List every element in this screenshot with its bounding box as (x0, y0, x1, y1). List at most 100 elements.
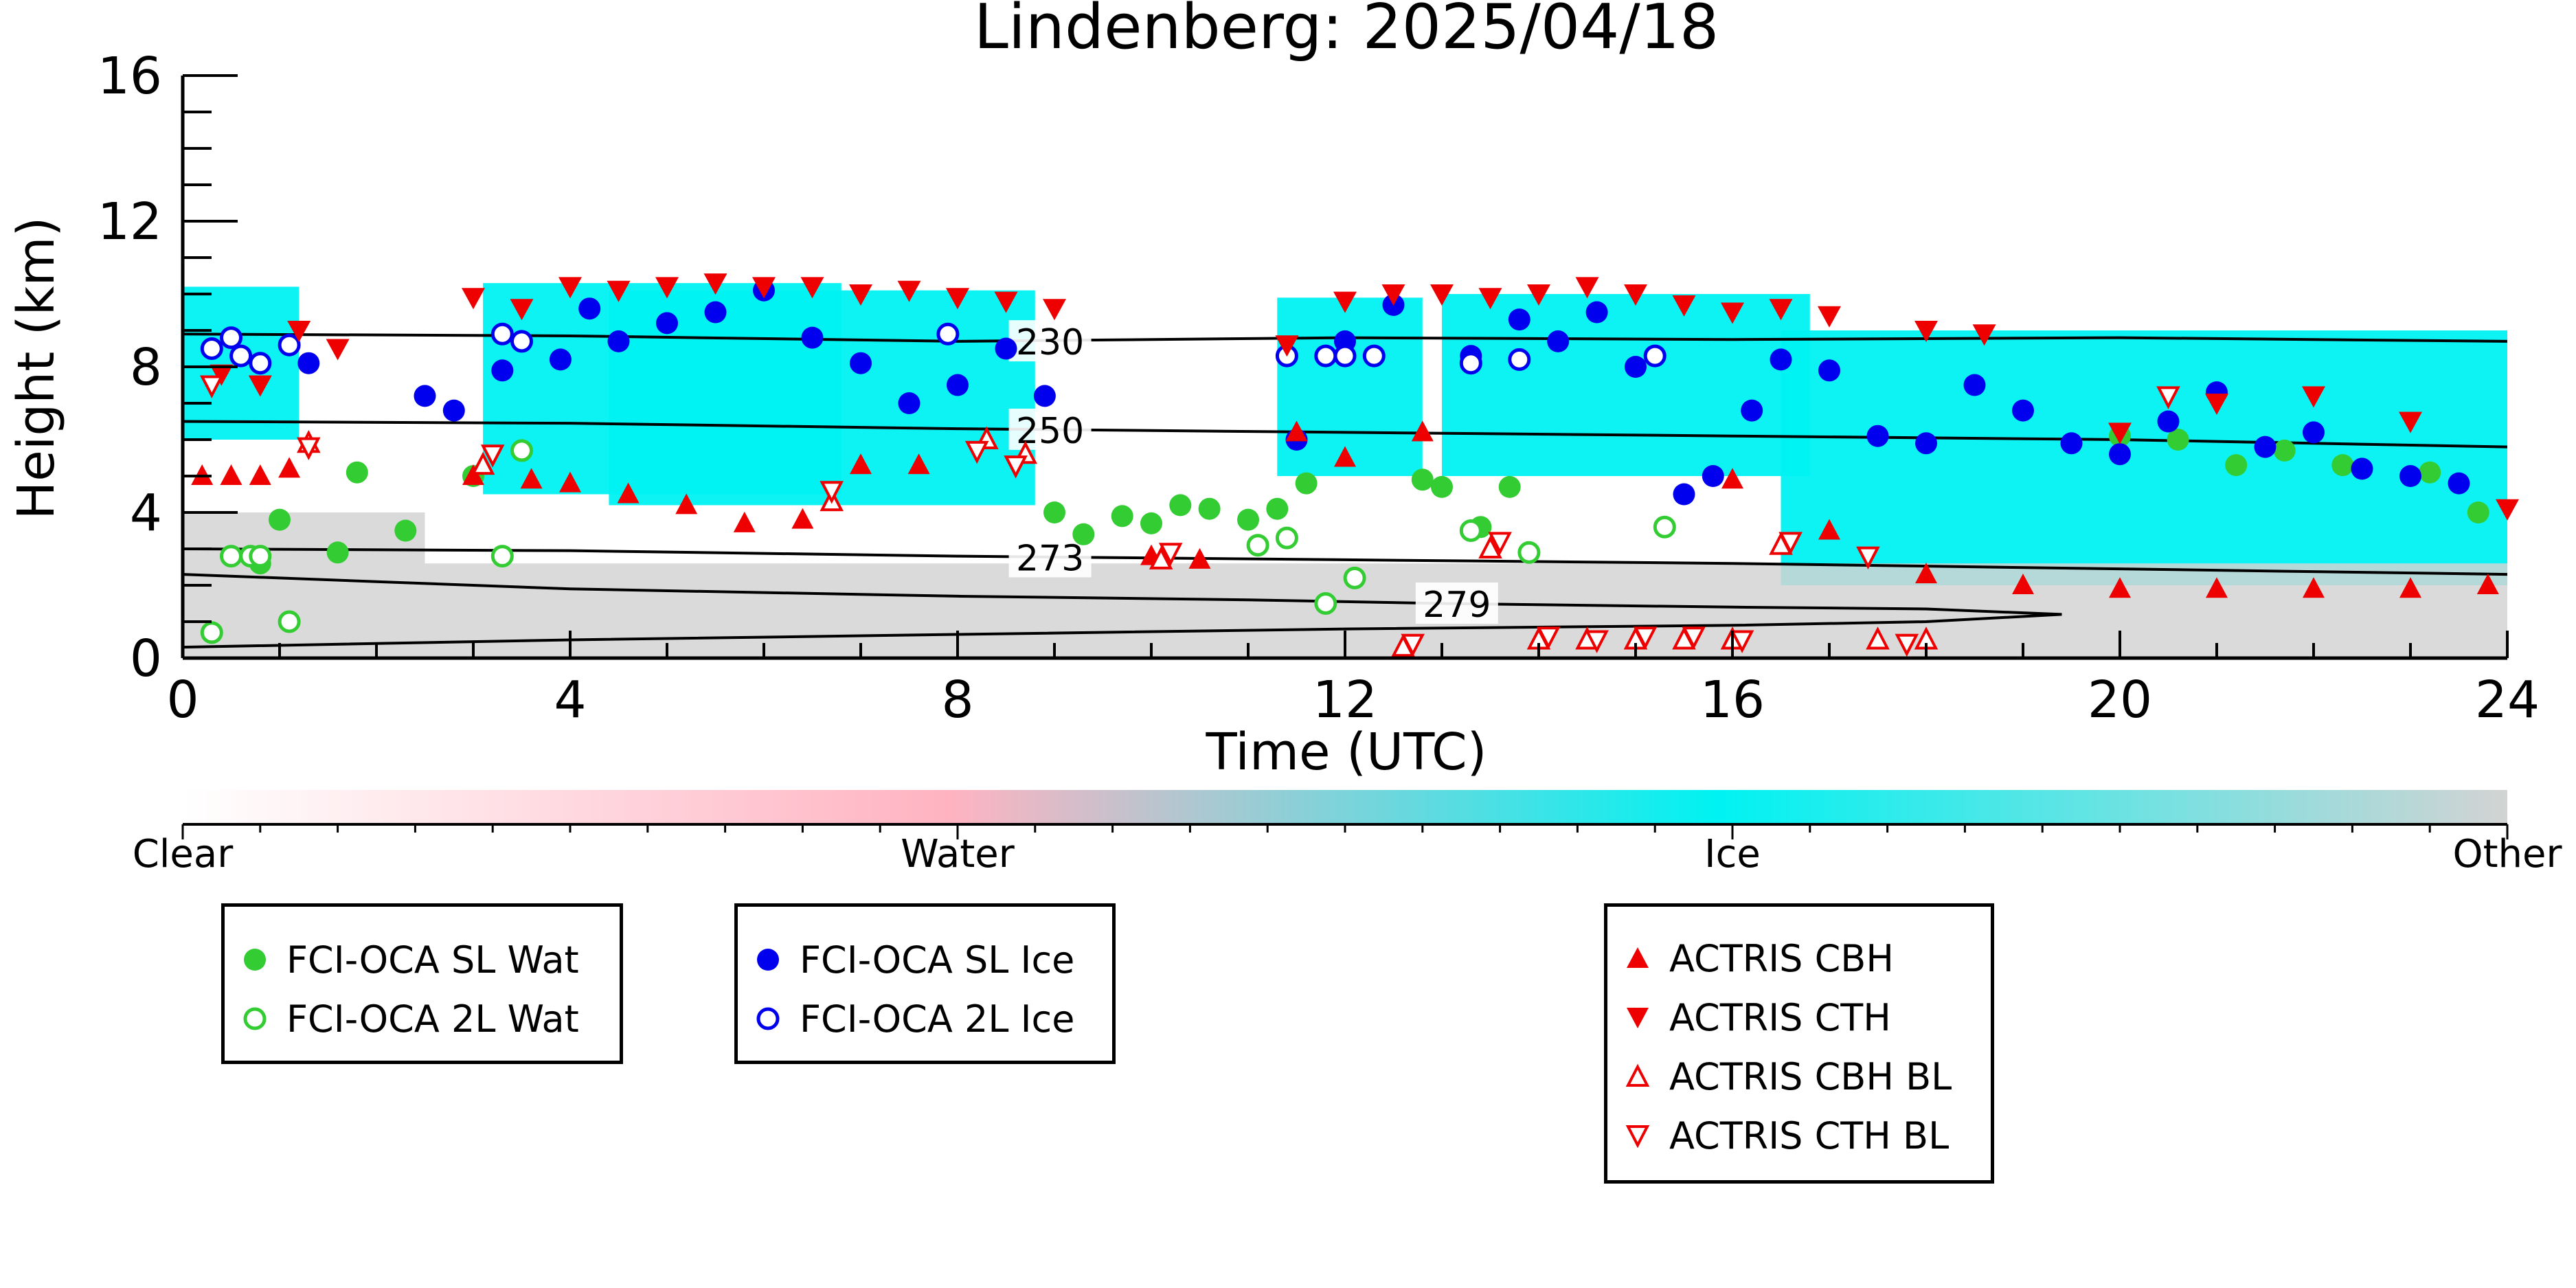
marker-actris-cth (1478, 288, 1502, 310)
marker-actris-cbh (617, 482, 640, 504)
marker-fci-oca-sl-ice (2399, 465, 2421, 487)
marker-actris-cbh (907, 453, 930, 475)
marker-actris-cbh (1411, 420, 1434, 442)
marker-fci-oca-sl-ice (1702, 465, 1724, 487)
legend-label: ACTRIS CBH BL (1669, 1054, 1952, 1098)
marker-actris-cth-bl (1158, 543, 1183, 566)
marker-actris-cbh (1285, 420, 1308, 442)
marker-fci-oca-sl-wat (326, 541, 349, 564)
marker-actris-cbh-bl (1149, 546, 1173, 569)
cloud-region-ice (609, 290, 1035, 506)
marker-actris-cth (248, 375, 272, 397)
marker-fci-oca-2l-ice (229, 344, 253, 368)
marker-actris-cbh (559, 471, 581, 493)
marker-actris-cth (1575, 277, 1599, 299)
marker-fci-oca-sl-ice (2060, 432, 2083, 455)
temperature-contour-line (183, 573, 2062, 649)
marker-actris-cth-bl (964, 440, 989, 464)
marker-fci-oca-sl-wat (2225, 454, 2248, 477)
marker-actris-cth (2302, 386, 2325, 408)
marker-actris-cth (994, 291, 1018, 313)
marker-actris-cth (655, 277, 679, 299)
legend-label: ACTRIS CTH BL (1669, 1114, 1950, 1157)
legend-actris: ACTRIS CBH ACTRIS CTH ACTRIS CBH BL ACTR… (1604, 903, 1994, 1184)
marker-fci-oca-sl-ice (1625, 356, 1647, 378)
marker-actris-cth (210, 364, 234, 386)
marker-actris-cbh (2476, 574, 2499, 594)
marker-fci-oca-2l-ice (1333, 344, 1357, 368)
marker-actris-cth (1381, 284, 1405, 306)
marker-actris-cth (1769, 299, 1793, 321)
marker-fci-oca-sl-ice (995, 337, 1017, 360)
marker-actris-cth (2108, 422, 2132, 444)
marker-actris-cth (897, 280, 921, 302)
cloud-region-ice (1781, 330, 2507, 585)
y-tick-label: 16 (98, 47, 162, 106)
marker-fci-oca-sl-ice (1770, 348, 1792, 371)
marker-fci-oca-sl-wat (2273, 439, 2296, 462)
marker-fci-oca-sl-ice (704, 301, 727, 324)
marker-actris-cbh-bl (1478, 535, 1502, 558)
marker-fci-oca-sl-wat (1140, 512, 1162, 534)
marker-fci-oca-2l-ice (1362, 344, 1386, 368)
marker-actris-cth (326, 339, 350, 361)
marker-actris-cbh (2206, 577, 2228, 598)
marker-actris-cth (558, 277, 582, 299)
marker-fci-oca-sl-wat (346, 461, 368, 484)
marker-actris-cth-bl (297, 437, 321, 460)
chart-title: Lindenberg: 2025/04/18 (974, 0, 1719, 63)
marker-actris-cth (462, 288, 485, 310)
marker-actris-cth (1527, 284, 1550, 306)
legend-label: ACTRIS CBH (1669, 936, 1894, 980)
contour-label-bg (1008, 408, 1092, 450)
marker-fci-oca-sl-wat (1198, 497, 1221, 520)
marker-actris-cth (752, 277, 776, 299)
marker-fci-oca-sl-ice (297, 352, 320, 374)
marker-fci-oca-2l-wat (200, 621, 223, 644)
open-blue-circle-icon (756, 1007, 780, 1030)
filled-blue-circle-icon (757, 949, 779, 971)
marker-fci-oca-sl-ice (1963, 374, 1986, 396)
marker-fci-oca-sl-ice (2012, 399, 2034, 422)
marker-fci-oca-sl-wat (1411, 468, 1434, 491)
marker-actris-cbh (1188, 547, 1211, 569)
marker-actris-cbh (791, 508, 814, 529)
legend-label: ACTRIS CTH (1669, 995, 1891, 1039)
marker-fci-oca-2l-wat (1517, 541, 1541, 564)
marker-actris-cth (2205, 394, 2228, 415)
marker-actris-cth (849, 284, 872, 306)
marker-actris-cbh-bl (1866, 626, 1890, 650)
marker-actris-cth (703, 273, 727, 295)
marker-actris-cth (800, 277, 824, 299)
marker-fci-oca-sl-ice (2157, 410, 2180, 433)
marker-fci-oca-sl-ice (1547, 330, 1570, 352)
marker-fci-oca-2l-wat (1343, 566, 1366, 589)
marker-fci-oca-sl-ice (2254, 436, 2276, 458)
marker-actris-cth-bl (1585, 630, 1609, 653)
marker-fci-oca-2l-ice (936, 322, 960, 346)
marker-fci-oca-2l-wat (1246, 534, 1269, 557)
marker-fci-oca-sl-ice (491, 359, 514, 382)
marker-actris-cth (287, 321, 311, 342)
cloud-region-ice (1442, 294, 1810, 476)
marker-actris-cth (1721, 302, 1744, 324)
marker-fci-oca-sl-wat (1072, 523, 1095, 545)
y-tick-label: 8 (130, 338, 162, 397)
marker-fci-oca-2l-ice (220, 326, 242, 350)
contour-label: 230 (1016, 322, 1084, 363)
marker-fci-oca-sl-wat (2167, 429, 2189, 451)
colorbar-label-clear: Clear (133, 832, 234, 877)
marker-actris-cth-bl (200, 375, 224, 398)
marker-fci-oca-sl-ice (1033, 385, 1056, 407)
marker-actris-cth-bl (2156, 386, 2180, 409)
contour-label-bg (1415, 582, 1498, 624)
marker-fci-oca-sl-wat (1169, 494, 1192, 517)
legend-label: FCI-OCA 2L Wat (286, 997, 579, 1041)
marker-actris-cth-bl (1536, 626, 1561, 650)
open-green-circle-icon (243, 1007, 267, 1030)
marker-fci-oca-sl-ice (1866, 425, 1889, 447)
contour-label-bg (1008, 320, 1092, 362)
marker-fci-oca-sl-ice (1741, 399, 1763, 422)
marker-actris-cth-bl (1856, 546, 1880, 569)
x-tick-label: 24 (2475, 670, 2540, 730)
